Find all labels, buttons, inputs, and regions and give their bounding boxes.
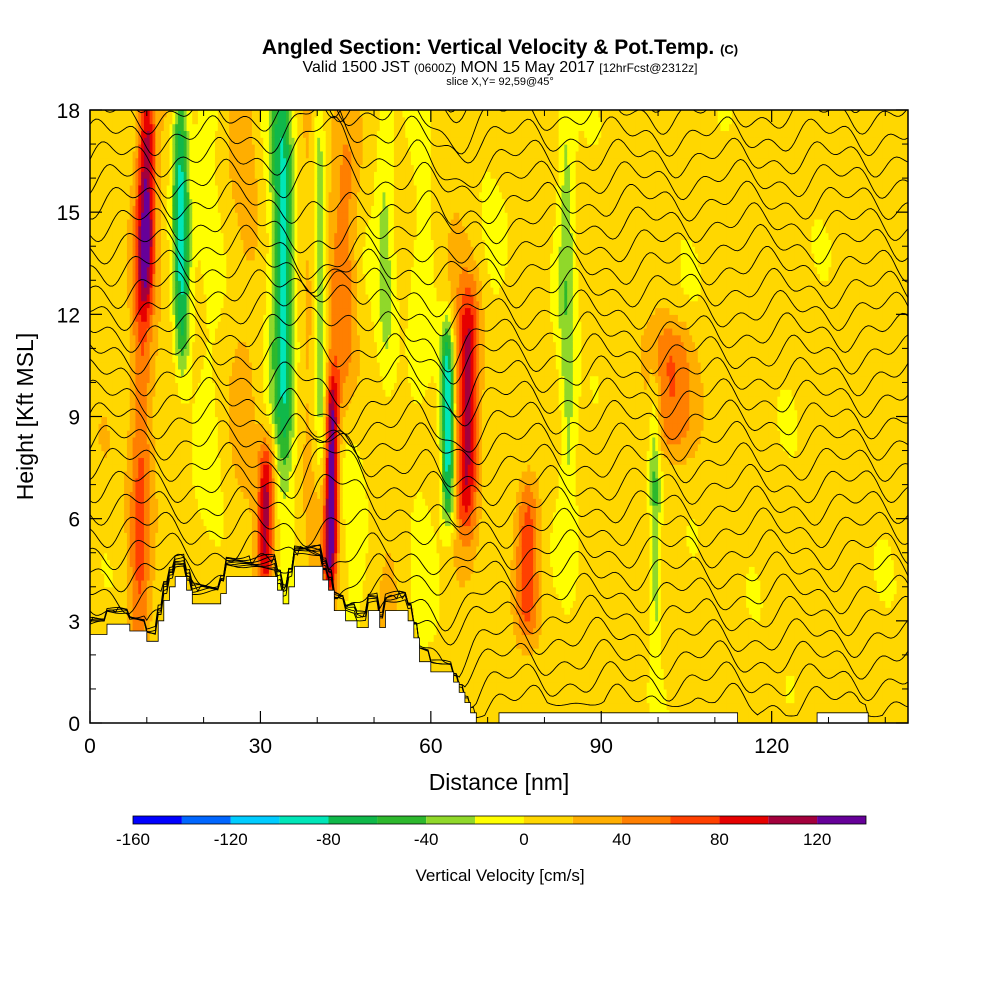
cross-section-chart: 0 30 60 90 1200369121518Distance [nm]Height … bbox=[0, 0, 1000, 1000]
